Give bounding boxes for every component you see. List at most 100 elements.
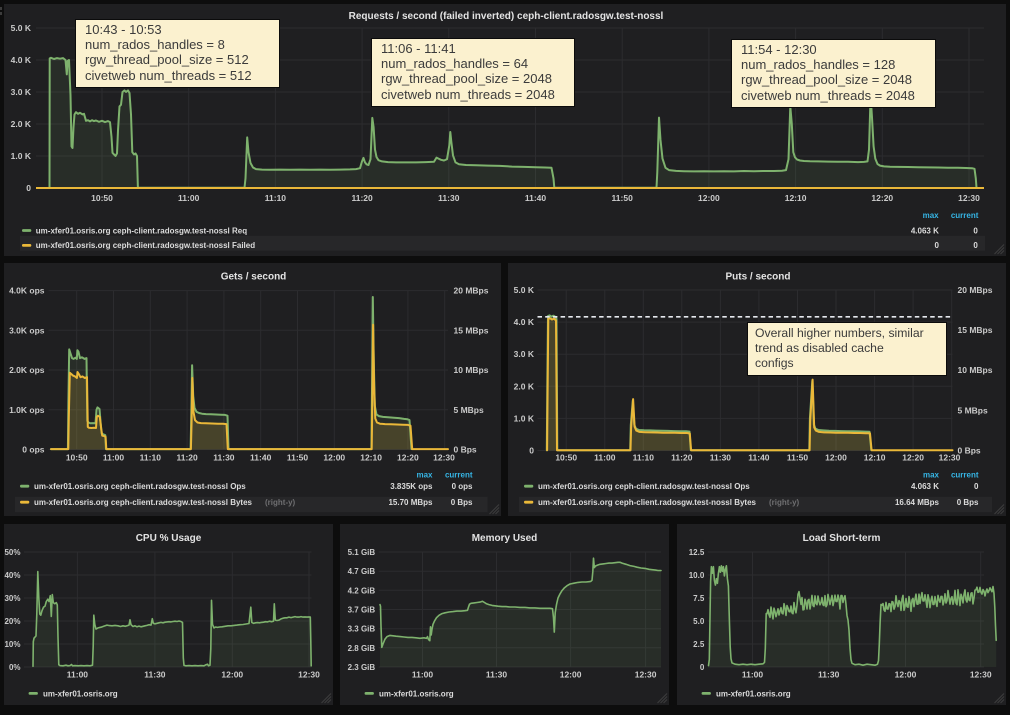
svg-text:um-xfer01.osris.org ceph-clien: um-xfer01.osris.org ceph-client.radosgw.… <box>34 498 253 507</box>
svg-text:20 MBps: 20 MBps <box>454 286 489 296</box>
svg-text:1.0K ops: 1.0K ops <box>9 405 45 415</box>
svg-text:15.70 MBps: 15.70 MBps <box>388 498 433 507</box>
svg-text:12:30: 12:30 <box>433 453 455 463</box>
svg-text:um-xfer01.osris.org ceph-clien: um-xfer01.osris.org ceph-client.radosgw.… <box>36 241 255 250</box>
svg-text:12:20: 12:20 <box>902 453 924 463</box>
svg-text:um-xfer01.osris.org ceph-clien: um-xfer01.osris.org ceph-client.radosgw.… <box>538 482 750 491</box>
svg-text:0 ops: 0 ops <box>22 445 44 455</box>
svg-text:12:00: 12:00 <box>560 670 582 680</box>
svg-text:Requests / second (failed inve: Requests / second (failed inverted) ceph… <box>349 11 664 22</box>
svg-text:12:10: 12:10 <box>360 453 382 463</box>
svg-text:4.7 GiB: 4.7 GiB <box>348 567 376 576</box>
svg-text:11:10: 11:10 <box>633 453 655 463</box>
svg-text:12:00: 12:00 <box>825 453 847 463</box>
svg-text:current: current <box>951 471 979 480</box>
svg-text:Gets / second: Gets / second <box>221 272 287 283</box>
svg-text:0 Bps: 0 Bps <box>454 445 477 455</box>
svg-text:12:10: 12:10 <box>864 453 886 463</box>
svg-text:0 ops: 0 ops <box>452 482 473 491</box>
svg-text:11:20: 11:20 <box>351 193 373 203</box>
svg-text:um-xfer01.osris.org ceph-clien: um-xfer01.osris.org ceph-client.radosgw.… <box>36 227 247 236</box>
svg-text:10.0: 10.0 <box>689 571 705 580</box>
svg-text:11:00: 11:00 <box>67 670 89 680</box>
svg-text:um-xfer01.osris.org: um-xfer01.osris.org <box>716 689 791 698</box>
svg-text:10 MBps: 10 MBps <box>958 365 993 375</box>
svg-text:3.0 K: 3.0 K <box>514 349 535 359</box>
svg-text:4.0K ops: 4.0K ops <box>9 286 45 296</box>
svg-text:0: 0 <box>26 183 31 193</box>
svg-text:12:20: 12:20 <box>871 193 893 203</box>
svg-text:2.0K ops: 2.0K ops <box>9 365 45 375</box>
svg-text:4.0 K: 4.0 K <box>11 55 32 65</box>
svg-text:1.0 K: 1.0 K <box>514 413 535 423</box>
svg-text:11:30: 11:30 <box>213 453 235 463</box>
svg-text:11:20: 11:20 <box>671 453 693 463</box>
svg-text:2.5: 2.5 <box>693 640 705 649</box>
svg-text:12:00: 12:00 <box>323 453 345 463</box>
svg-text:15 MBps: 15 MBps <box>454 325 489 335</box>
svg-text:2.0 K: 2.0 K <box>11 119 32 129</box>
svg-text:Puts / second: Puts / second <box>725 272 790 283</box>
svg-text:0%: 0% <box>9 663 21 672</box>
svg-text:0: 0 <box>973 241 978 250</box>
svg-text:5.0: 5.0 <box>693 617 705 626</box>
svg-text:12:30: 12:30 <box>939 453 961 463</box>
svg-text:7.5: 7.5 <box>693 594 705 603</box>
svg-text:4.063 K: 4.063 K <box>911 482 939 491</box>
svg-text:0 Bps: 0 Bps <box>958 446 981 456</box>
svg-text:12.5: 12.5 <box>689 548 705 557</box>
svg-text:12:30: 12:30 <box>970 670 992 680</box>
svg-text:11:50: 11:50 <box>787 453 809 463</box>
svg-text:4.063 K: 4.063 K <box>911 227 939 236</box>
svg-text:2.0 K: 2.0 K <box>514 381 535 391</box>
svg-text:1.0 K: 1.0 K <box>11 151 32 161</box>
svg-text:CPU % Usage: CPU % Usage <box>136 533 202 544</box>
svg-text:11:10: 11:10 <box>265 193 287 203</box>
svg-text:11:40: 11:40 <box>250 453 272 463</box>
svg-text:11:30: 11:30 <box>818 670 840 680</box>
svg-text:5.0 K: 5.0 K <box>514 285 535 295</box>
svg-text:um-xfer01.osris.org ceph-clien: um-xfer01.osris.org ceph-client.radosgw.… <box>538 498 757 507</box>
svg-text:0 Bps: 0 Bps <box>451 498 473 507</box>
svg-text:0 Bps: 0 Bps <box>957 498 979 507</box>
svg-text:3.0K ops: 3.0K ops <box>9 325 45 335</box>
svg-text:4.2 GiB: 4.2 GiB <box>348 586 376 595</box>
svg-text:12:30: 12:30 <box>298 670 320 680</box>
svg-text:5 MBps: 5 MBps <box>958 405 989 415</box>
svg-text:20%: 20% <box>4 617 20 626</box>
svg-text:12:20: 12:20 <box>397 453 419 463</box>
svg-text:30%: 30% <box>4 594 20 603</box>
svg-text:0: 0 <box>973 227 978 236</box>
svg-text:12:30: 12:30 <box>958 193 980 203</box>
svg-text:(right-y): (right-y) <box>265 498 296 507</box>
svg-text:current: current <box>445 471 473 480</box>
svg-text:5 MBps: 5 MBps <box>454 405 485 415</box>
svg-text:10 MBps: 10 MBps <box>454 365 489 375</box>
svg-text:um-xfer01.osris.org: um-xfer01.osris.org <box>43 689 118 698</box>
svg-text:(right-y): (right-y) <box>769 498 800 507</box>
svg-text:12:00: 12:00 <box>895 670 917 680</box>
svg-text:max: max <box>416 471 433 480</box>
svg-text:10:50: 10:50 <box>66 453 88 463</box>
svg-text:11:00: 11:00 <box>178 193 200 203</box>
svg-text:16.64 MBps: 16.64 MBps <box>895 498 940 507</box>
svg-text:11:30: 11:30 <box>438 193 460 203</box>
svg-text:5.0 K: 5.0 K <box>11 23 32 33</box>
svg-text:2.3 GiB: 2.3 GiB <box>348 663 376 672</box>
svg-text:11:30: 11:30 <box>710 453 732 463</box>
svg-text:current: current <box>951 211 979 220</box>
svg-text:Load Short-term: Load Short-term <box>803 533 881 544</box>
svg-text:11:00: 11:00 <box>594 453 616 463</box>
svg-text:0: 0 <box>529 446 534 456</box>
svg-text:11:10: 11:10 <box>140 453 162 463</box>
svg-text:10:50: 10:50 <box>555 453 577 463</box>
svg-text:20 MBps: 20 MBps <box>958 285 993 295</box>
svg-text:5.1 GiB: 5.1 GiB <box>348 548 376 557</box>
svg-text:11:50: 11:50 <box>612 193 634 203</box>
svg-text:40%: 40% <box>4 571 20 580</box>
svg-text:3.7 GiB: 3.7 GiB <box>348 606 376 615</box>
svg-text:max: max <box>923 471 940 480</box>
svg-text:2.8 GiB: 2.8 GiB <box>348 644 376 653</box>
svg-text:12:10: 12:10 <box>785 193 807 203</box>
svg-text:0: 0 <box>934 241 939 250</box>
